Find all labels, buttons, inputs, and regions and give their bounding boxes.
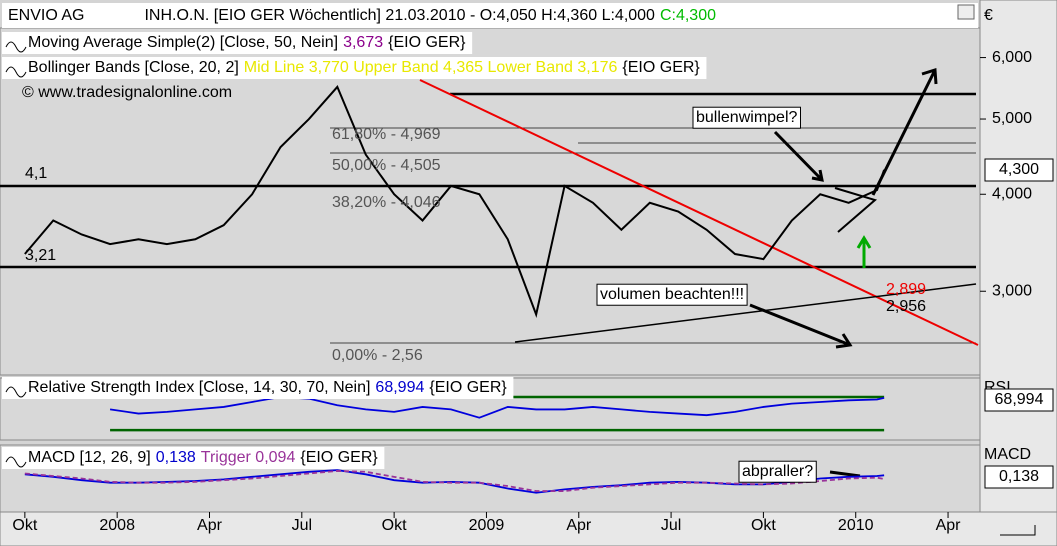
indicator-icon [5,41,27,53]
annotation-box [692,106,801,129]
indicator-part: {EIO GER} [622,59,700,76]
x-tick-label: Okt [751,517,776,534]
title: ENVIO AG [8,7,84,24]
indicator-part: {EIO GER} [388,34,466,51]
window-button[interactable] [957,4,975,20]
indicator-label: Moving Average Simple(2) [Close, 50, Nei… [28,34,466,51]
annotation: abpraller? [742,463,813,480]
indicator-icon [5,386,27,398]
indicator-part: 3,673 [343,34,383,51]
annotation: bullenwimpel? [696,109,797,126]
value-tag: 68,994 [995,391,1044,408]
indicator-part: 0,138 [156,449,196,466]
indicator-icon [5,66,27,78]
indicator-label: Relative Strength Index [Close, 14, 30, … [28,379,507,396]
fib-lines [330,127,976,344]
trend-line [514,283,977,343]
trend-line [419,79,979,346]
x-tick-label: 2010 [838,517,874,534]
indicator-label: MACD [12, 26, 9] 0,138 Trigger 0,094 {EIO G… [28,449,378,466]
price-line [109,396,885,419]
x-tick-label: Okt [382,517,407,534]
scroll-icon [1000,525,1036,536]
value-tag-box [984,388,1054,412]
annotation: 3,21 [25,247,56,264]
x-tick-label: Apr [566,517,592,534]
indicator-box [2,32,473,54]
indicator-part: MACD [12, 26, 9] [28,449,151,466]
annotation: 38,20% - 4,046 [332,194,441,211]
value-tag-box [984,158,1054,182]
y-tick-label: 4,000 [992,185,1032,202]
green-arrow [856,235,872,268]
x-tick-label: Jul [661,517,681,534]
indicator-box [2,447,385,469]
x-tick-label: Apr [197,517,223,534]
x-tick-label: Okt [12,517,37,534]
annotation: 4,1 [25,165,47,182]
indicator-part: {EIO GER} [429,379,507,396]
indicator-box [2,377,514,399]
close: C:4,300 [660,7,716,24]
subtitle: INH.O.N. [EIO GER Wöchentlich] 21.03.201… [144,7,655,24]
time-axis [0,511,1057,546]
right-axis [979,0,1057,513]
indicator-part: Relative Strength Index [Close, 14, 30, … [28,379,370,396]
header: ENVIO AG INH.O.N. [EIO GER Wöchentlich] 2… [8,7,716,24]
header-box [2,3,978,28]
axis-label: MACD [984,446,1031,463]
indicator-icon [5,456,27,468]
indicator-part: {EIO GER} [300,449,378,466]
x-tick-label: Apr [936,517,962,534]
annotation: 0,00% - 2,56 [332,347,423,364]
x-tick-label: 2009 [469,517,505,534]
indicator-part: Bollinger Bands [Close, 20, 2] [28,59,239,76]
annotation: 50,00% - 4,505 [332,157,441,174]
indicator-label: Bollinger Bands [Close, 20, 2] Mid Line 3… [28,59,700,76]
indicator-part: Moving Average Simple(2) [Close, 50, Nei… [28,34,338,51]
indicator-part: 68,994 [375,379,424,396]
annotation: © www.tradesignalonline.com [22,84,232,101]
x-tick-label: Jul [292,517,312,534]
y-tick-label: 5,000 [992,110,1032,127]
value-tag: 0,138 [999,468,1039,485]
indicator-box [2,57,707,79]
annotation: 2,899 [886,281,926,298]
y-tick-label: 3,000 [992,282,1032,299]
indicator-part: Mid Line 3,770 Upper Band 4,365 Lower Ba… [244,59,618,76]
price-panel [0,27,981,376]
indicator-part: Trigger 0,094 [201,449,296,466]
x-tick-label: 2008 [99,517,135,534]
annotation: 61,80% - 4,969 [332,126,441,143]
y-tick-label: 6,000 [992,49,1032,66]
annotation: 2,956 [886,298,926,315]
annotation-box [596,283,748,306]
price-line [24,85,886,318]
value-tag-box [984,465,1054,489]
value-tag: 4,300 [999,161,1039,178]
series-line [24,470,885,492]
annotation-box [738,460,817,483]
axis-label: € [984,7,993,24]
annotation: volumen beachten!!! [600,286,744,303]
